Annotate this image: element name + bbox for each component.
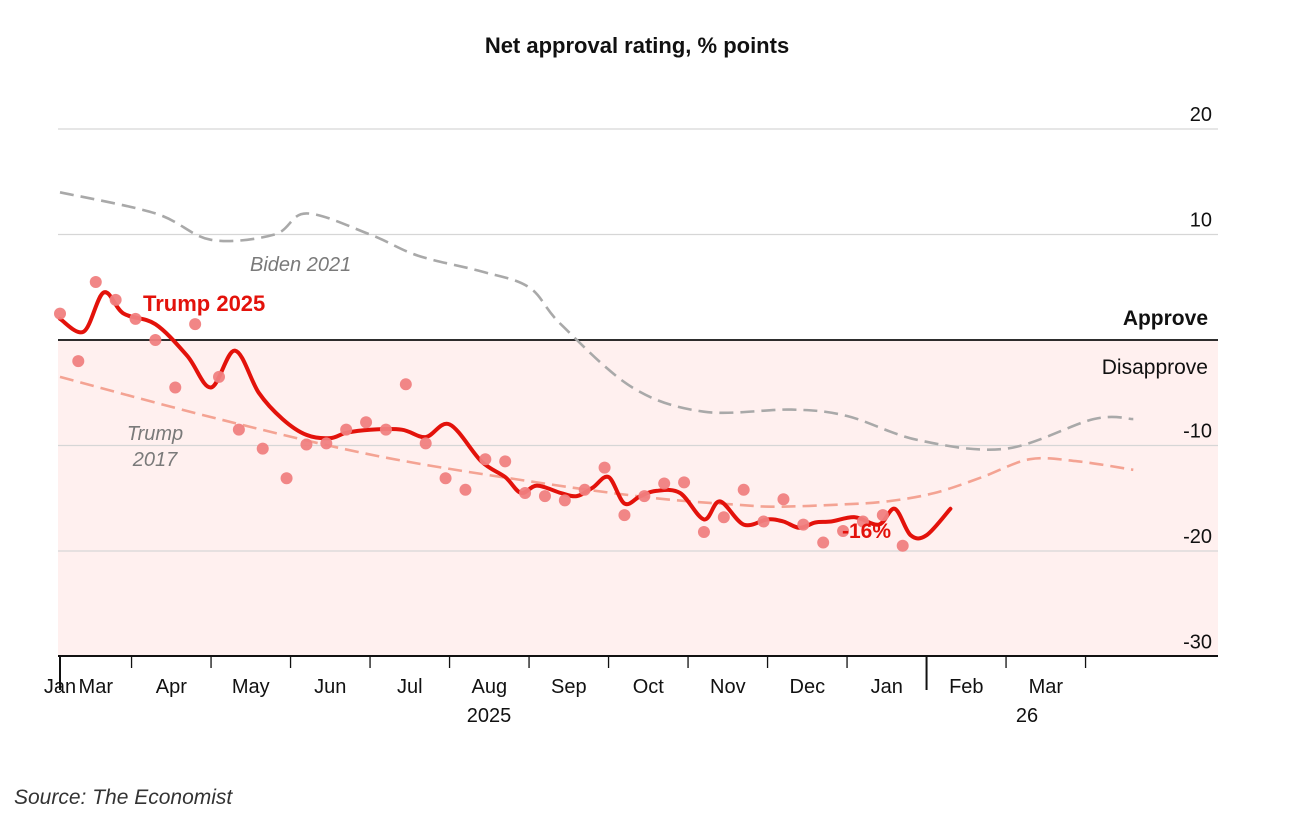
poll-point: [109, 293, 122, 306]
y-tick-label: 10: [1190, 210, 1212, 232]
poll-point: [169, 381, 182, 394]
x-tick-label: Jun: [314, 676, 346, 698]
poll-point: [757, 515, 770, 528]
x-tick-label: May: [232, 676, 270, 698]
poll-point: [360, 416, 373, 429]
label-trump-2025: Trump 2025: [143, 291, 265, 316]
x-tick-label: Apr: [156, 676, 187, 698]
latest-value-label: -16%: [842, 520, 891, 543]
poll-point: [72, 355, 85, 368]
poll-point: [340, 423, 353, 436]
series-line-trump-2025: [58, 290, 953, 541]
y-tick-label: -30: [1183, 632, 1212, 654]
poll-point: [678, 476, 691, 489]
x-tick-label: Jan: [44, 676, 76, 698]
poll-point: [558, 494, 571, 507]
poll-point: [777, 493, 790, 506]
poll-point: [737, 483, 750, 496]
x-year-label: 2025: [467, 705, 512, 727]
poll-point: [459, 483, 472, 496]
poll-point: [149, 334, 162, 346]
poll-point: [538, 490, 551, 503]
x-tick-label: Jul: [397, 676, 423, 698]
poll-point: [479, 453, 492, 466]
y-tick-label: 20: [1190, 104, 1212, 126]
poll-point: [598, 461, 611, 474]
poll-point: [320, 437, 333, 450]
poll-point: [189, 318, 202, 331]
poll-point: [54, 307, 66, 320]
poll-point: [379, 423, 392, 436]
poll-point: [797, 518, 810, 531]
poll-point: [658, 477, 671, 490]
chart-title: Net approval rating, % points: [484, 33, 790, 58]
poll-point: [419, 437, 432, 450]
y-tick-label: -20: [1183, 526, 1212, 548]
x-tick-label: Nov: [710, 676, 746, 698]
x-tick-label: Mar: [1029, 676, 1064, 698]
x-tick-label: Jan: [871, 676, 903, 698]
x-year-label: 26: [1016, 705, 1038, 727]
poll-point: [232, 423, 245, 436]
poll-point: [89, 275, 102, 288]
poll-point: [618, 509, 631, 522]
poll-point: [399, 378, 412, 391]
poll-point: [896, 539, 909, 552]
x-tick-label: Sep: [551, 676, 587, 698]
poll-point: [280, 472, 293, 485]
poll-point: [129, 312, 142, 325]
poll-point: [856, 515, 869, 528]
poll-point: [717, 511, 730, 524]
poll-point: [578, 483, 591, 496]
label-trump-2017: Trump 2017: [127, 423, 183, 471]
poll-point: [817, 536, 830, 549]
poll-point: [213, 370, 225, 383]
poll-point: [256, 442, 269, 455]
poll-point: [638, 490, 651, 503]
poll-point: [439, 472, 452, 485]
poll-point: [837, 524, 850, 537]
label-biden-2021: Biden 2021: [250, 254, 351, 276]
x-tick-label: Oct: [633, 676, 665, 698]
x-tick-label: Mar: [79, 676, 114, 698]
approve-label: Approve: [1123, 307, 1208, 330]
series-line-biden-2021: [59, 191, 1134, 451]
poll-point: [519, 486, 532, 499]
x-tick-label: Aug: [472, 676, 508, 698]
disapprove-label: Disapprove: [1102, 356, 1208, 379]
y-tick-label: -10: [1183, 421, 1212, 443]
poll-point: [300, 438, 313, 451]
poll-point: [876, 509, 889, 522]
poll-point: [499, 455, 512, 468]
x-tick-label: Feb: [949, 676, 983, 698]
poll-point: [697, 526, 710, 539]
source-note: Source: The Economist: [14, 786, 233, 809]
x-tick-label: Dec: [790, 676, 826, 698]
